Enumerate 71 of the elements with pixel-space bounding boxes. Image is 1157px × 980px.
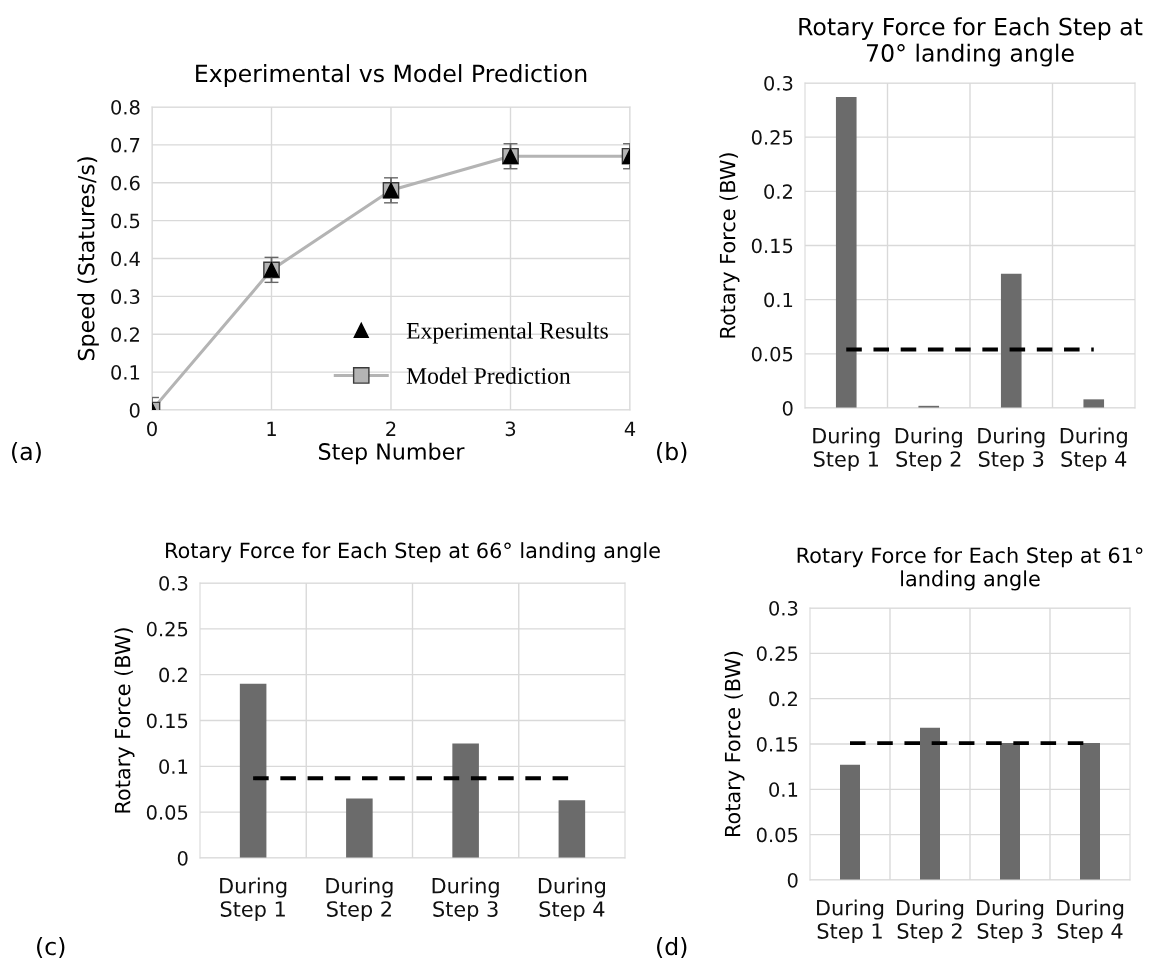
y-tick-label: 0.6 <box>111 175 140 191</box>
x-tick-label: During Step 2 <box>895 427 962 471</box>
y-tick-label: 0.25 <box>146 621 188 637</box>
y-tick-label: 0.25 <box>756 646 798 661</box>
chart-title: Experimental vs Model Prediction <box>196 64 587 87</box>
y-tick-label: 0.1 <box>764 292 793 308</box>
bar <box>1000 743 1020 880</box>
x-tick-label: During Step 4 <box>1057 899 1124 943</box>
y-tick-label: 0.7 <box>111 137 140 153</box>
y-tick-label: 0.2 <box>159 667 187 683</box>
y-axis-title: Rotary Force (BW) <box>724 651 745 836</box>
y-tick-label: 0.2 <box>111 327 139 342</box>
y-tick-label: 0.25 <box>751 130 793 145</box>
y-axis-title: Rotary Force (BW) <box>719 153 740 338</box>
x-tick-label: During Step 4 <box>538 877 605 921</box>
y-tick-label: 0 <box>129 402 140 418</box>
y-tick-label: 0.05 <box>751 346 793 362</box>
text: (b) <box>657 442 687 464</box>
x-tick-label: During Step 1 <box>817 899 884 943</box>
x-tick-label: During Step 1 <box>813 427 880 471</box>
y-tick-label: 0.4 <box>111 251 140 267</box>
bar <box>1000 273 1022 408</box>
chart-title: Rotary Force for Each Step at 70° landing angle <box>799 17 1143 67</box>
bar <box>346 798 373 858</box>
y-tick-label: 0.2 <box>764 184 792 199</box>
x-tick-label: During Step 1 <box>220 877 287 921</box>
y-tick-label: 0.2 <box>769 691 797 707</box>
x-tick-label: During Step 3 <box>432 877 499 921</box>
bar <box>452 743 479 858</box>
x-tick-label: During Step 3 <box>978 427 1045 471</box>
x-tick-label: 2 <box>386 421 396 436</box>
y-tick-label: 0.3 <box>769 600 798 616</box>
x-tick-label: 4 <box>624 421 636 436</box>
y-tick-label: 0.05 <box>146 805 188 820</box>
text: (a) <box>12 442 41 464</box>
y-tick-label: 0.15 <box>751 238 793 254</box>
bar <box>558 800 586 858</box>
x-tick-label: 3 <box>505 421 516 437</box>
y-tick-label: 0.3 <box>764 75 793 91</box>
y-tick-label: 0.1 <box>769 782 798 797</box>
y-tick-label: 0.1 <box>111 365 140 380</box>
legend-label: Model Prediction <box>406 367 571 384</box>
y-tick-label: 0.15 <box>146 713 188 729</box>
x-tick-label: 1 <box>267 421 276 436</box>
y-tick-label: 0.05 <box>756 827 798 843</box>
bar <box>1080 743 1100 880</box>
y-tick-label: 0.1 <box>159 759 188 774</box>
y-tick-label: 0 <box>782 400 793 416</box>
x-tick-label: During Step 2 <box>326 877 393 921</box>
y-tick-label: 0.8 <box>111 99 140 115</box>
bar <box>1083 399 1105 408</box>
bar <box>840 764 860 880</box>
y-axis-title: Speed (Statures/s) <box>77 157 99 361</box>
y-tick-label: 0.3 <box>111 289 140 305</box>
x-tick-label: During Step 4 <box>1060 427 1127 471</box>
y-tick-label: 0 <box>177 850 188 866</box>
x-tick-label: During Step 2 <box>897 899 964 943</box>
bar <box>835 97 857 408</box>
chart-title: Rotary Force for Each Step at 61° landing angle <box>797 547 1143 591</box>
bar <box>920 727 940 880</box>
y-tick-label: 0.5 <box>111 213 140 229</box>
x-axis-title: Step Number <box>319 442 465 465</box>
legend-label: Experimental Results <box>406 322 608 344</box>
x-tick-label: During Step 3 <box>977 899 1044 943</box>
text: (d) <box>657 937 687 959</box>
chart-title: Rotary Force for Each Step at 66° landing angle <box>166 542 660 563</box>
bar <box>239 683 267 858</box>
y-tick-label: 0.3 <box>159 575 188 591</box>
y-tick-label: 0.15 <box>756 736 798 752</box>
y-axis-title: Rotary Force (BW) <box>114 628 135 813</box>
text: (c) <box>37 937 65 959</box>
